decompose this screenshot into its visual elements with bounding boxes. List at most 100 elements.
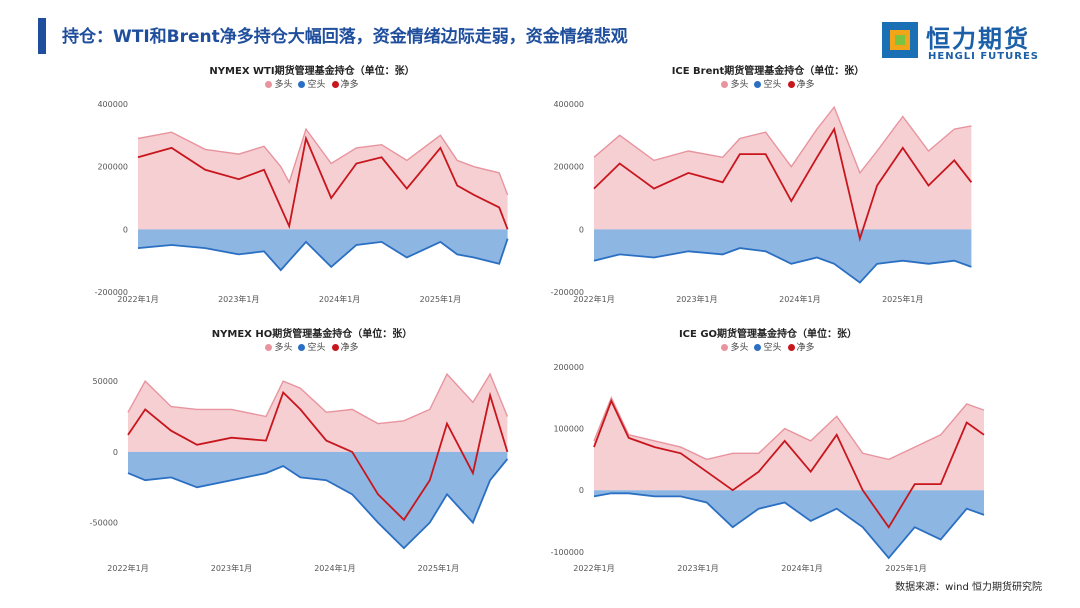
x-tick-label: 2024年1月 [314,563,355,573]
series-net-line [593,126,973,243]
series-short-line [593,492,985,560]
legend-item: 空头 [754,340,782,353]
legend-label: 净多 [796,343,815,353]
chart-title: ICE Brent期货管理基金持仓（单位：张） [671,66,865,77]
y-tick-label: 200000 [553,363,584,372]
chart-panel-wti: NYMEX WTI期货管理基金持仓（单位：张） 多头 空头 净多 400000 200… [84,62,540,312]
chart-legend: 多头 空头 净多 [84,340,540,353]
legend-item: 净多 [787,77,815,90]
y-tick-label: 400000 [553,100,584,109]
legend-swatch [754,80,762,88]
data-source-note: 数据来源：wind 恒力期货研究院 [895,582,1042,593]
series-long-area [594,397,984,491]
chart-panel-go: ICE GO期货管理基金持仓（单位：张） 多头 空头 净多 200000 100000… [540,325,996,575]
legend-swatch [331,80,339,88]
y-tick-label: 0 [113,448,118,457]
series-short-line [137,238,509,272]
series-net-line [593,398,985,529]
legend-swatch [787,343,795,351]
x-tick-label: 2024年1月 [319,294,360,304]
chart-panel-ho: NYMEX HO期货管理基金持仓（单位：张） 多头 空头 净多 50000 0 -500… [84,325,540,575]
y-tick-label: 200000 [553,163,584,172]
legend-item: 净多 [331,340,359,353]
legend-label: 空头 [763,343,782,353]
legend-label: 多头 [730,80,749,90]
x-tick-label: 2022年1月 [573,563,614,573]
logo-text-en: HENGLI FUTURES [928,51,1039,62]
x-tick-label: 2023年1月 [211,563,252,573]
logo-text-cn: 恒力期货 [926,25,1030,53]
series-long-area [594,107,972,230]
legend-item: 多头 [721,340,748,353]
legend-item: 多头 [721,77,748,90]
legend-swatch [721,343,729,351]
chart-title: NYMEX WTI期货管理基金持仓（单位：张） [209,66,415,77]
x-tick-label: 2022年1月 [573,294,614,304]
legend-item: 空头 [298,340,326,353]
chart-legend: 多头 空头 净多 [540,340,996,353]
chart-legend: 多头 空头 净多 [84,77,540,90]
y-tick-label: -200000 [95,288,128,297]
legend-item: 多头 [265,340,292,353]
y-tick-label: -50000 [90,519,118,528]
series-long-area [128,374,508,452]
series-long-line [127,372,509,425]
legend-label: 多头 [274,80,293,90]
series-short-line [593,247,972,284]
chart-plot: 50000 0 -50000 2022年1月 2023年1月 2024年1月 2025年1月 [90,372,509,573]
series-long-line [593,396,985,461]
x-tick-label: 2024年1月 [781,563,822,573]
series-short-area [128,451,508,549]
legend-swatch [331,343,339,351]
y-tick-label: 0 [579,486,584,495]
chart-plot: 200000 100000 0 -100000 2022年1月 2023年1月 2024年1… [551,363,985,573]
x-tick-label: 2023年1月 [218,294,259,304]
legend-item: 多头 [265,77,292,90]
page-title: 持仓：WTI和Brent净多持仓大幅回落，资金情绪边际走弱，资金情绪悲观 [62,27,628,47]
legend-swatch [265,80,273,88]
x-tick-label: 2023年1月 [676,294,717,304]
legend-label: 空头 [307,343,326,353]
series-short-area [594,229,972,283]
legend-label: 净多 [340,80,359,90]
x-tick-label: 2022年1月 [117,294,158,304]
series-long-line [593,105,972,175]
legend-swatch [787,80,795,88]
x-tick-label: 2025年1月 [882,294,923,304]
legend-swatch [754,343,762,351]
legend-swatch [721,80,729,88]
legend-label: 空头 [763,80,782,90]
y-tick-label: 200000 [97,163,128,172]
y-tick-label: 400000 [97,100,128,109]
chart-legend: 多头 空头 净多 [540,77,996,90]
series-short-area [594,490,984,558]
series-long-line [137,127,509,196]
series-short-line [127,458,509,550]
legend-label: 多头 [730,343,749,353]
y-tick-label: 0 [579,225,584,234]
title-accent-bar [38,18,46,54]
legend-swatch [298,80,306,88]
legend-label: 空头 [307,80,326,90]
chart-title: NYMEX HO期货管理基金持仓（单位：张） [211,329,413,340]
y-tick-label: -200000 [551,288,584,297]
y-tick-label: 50000 [93,377,118,386]
chart-title: ICE GO期货管理基金持仓（单位：张） [678,329,858,340]
legend-item: 空头 [754,77,782,90]
chart-panel-brent: ICE Brent期货管理基金持仓（单位：张） 多头 空头 净多 400000 200… [540,62,996,312]
y-tick-label: 0 [123,225,128,234]
x-tick-label: 2025年1月 [418,563,459,573]
x-tick-label: 2024年1月 [779,294,820,304]
x-tick-label: 2025年1月 [885,563,926,573]
series-net-line [137,135,509,230]
x-tick-label: 2023年1月 [677,563,718,573]
legend-swatch [298,343,306,351]
logo-mark-icon [882,22,918,58]
legend-label: 净多 [796,80,815,90]
y-tick-label: -100000 [551,548,584,557]
legend-label: 多头 [274,343,293,353]
series-net-line [127,390,509,522]
series-short-area [138,229,508,271]
